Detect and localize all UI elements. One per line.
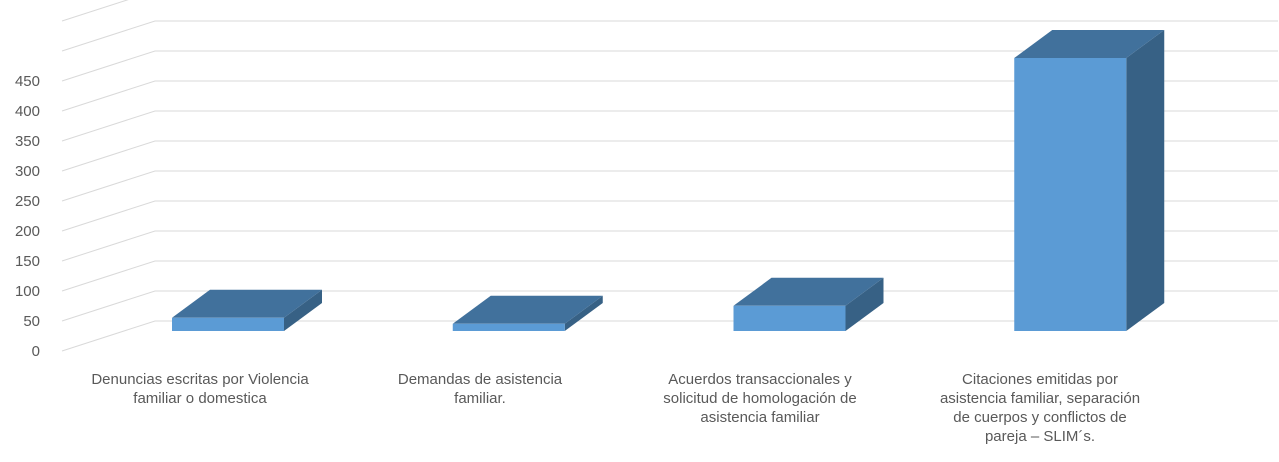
grid-line	[61, 50, 1278, 82]
bar-top	[733, 277, 884, 306]
bar-side	[284, 289, 322, 331]
grid-line	[61, 140, 1278, 172]
x-category-label: Demandas de asistencia familiar.	[398, 371, 563, 407]
grid-lines	[61, 0, 1278, 352]
x-axis-category-labels: Denuncias escritas por Violencia familiar…	[91, 371, 1140, 445]
y-tick-label: 350	[15, 133, 40, 150]
bars	[172, 30, 1165, 331]
bar	[172, 289, 322, 331]
y-tick-label: 50	[23, 313, 40, 330]
grid-line	[61, 230, 1278, 262]
x-category-label: Citaciones emitidas por asistencia famili…	[940, 371, 1140, 445]
y-tick-label: 450	[15, 73, 40, 90]
grid-line	[61, 170, 1278, 202]
x-category-label-line: familiar.	[454, 390, 506, 407]
grid-line	[61, 290, 1278, 322]
x-category-label-line: solicitud de homologación de	[663, 390, 856, 407]
x-category-label-line: Acuerdos transaccionales y	[668, 371, 852, 388]
x-category-label-line: de cuerpos y conflictos de	[953, 409, 1126, 426]
grid-line	[61, 0, 129, 22]
y-tick-label: 0	[32, 343, 40, 360]
grid-line	[61, 20, 1278, 52]
bar-top	[172, 289, 322, 318]
y-tick-label: 150	[15, 253, 40, 270]
bar-side	[1126, 30, 1165, 331]
bar-front	[452, 323, 565, 331]
x-category-label-line: Denuncias escritas por Violencia	[91, 371, 309, 388]
x-category-label: Acuerdos transaccionales y solicitud de h…	[663, 371, 856, 426]
x-category-label: Denuncias escritas por Violencia familiar…	[91, 371, 309, 407]
y-tick-label: 100	[15, 283, 40, 300]
grid-line	[61, 260, 1278, 292]
y-tick-label: 300	[15, 163, 40, 180]
bar	[733, 277, 884, 331]
y-tick-label: 250	[15, 193, 40, 210]
x-category-label-line: asistencia familiar, separación	[940, 390, 1140, 407]
x-category-label-line: Demandas de asistencia	[398, 371, 563, 388]
x-category-label-line: pareja – SLIM´s.	[985, 428, 1095, 445]
bar-front	[1014, 58, 1127, 331]
bar-front	[172, 317, 284, 331]
x-category-label-line: familiar o domestica	[133, 390, 267, 407]
bar-top	[452, 295, 603, 324]
y-tick-label: 200	[15, 223, 40, 240]
grid-line	[61, 320, 1278, 352]
y-axis-ticks: 0 50 100 150 200 250 300 350 400 450	[15, 73, 40, 360]
bar-front	[733, 305, 846, 331]
grid-line	[61, 80, 1278, 112]
x-category-label-line: Citaciones emitidas por	[962, 371, 1118, 388]
bar	[452, 295, 603, 331]
bar-side	[564, 295, 603, 331]
bar-side	[845, 277, 884, 331]
x-category-label-line: asistencia familiar	[700, 409, 819, 426]
grid-line	[61, 200, 1278, 232]
bar-top	[1014, 30, 1165, 58]
y-tick-label: 400	[15, 103, 40, 120]
grid-line	[61, 110, 1278, 142]
bar	[1014, 30, 1165, 331]
